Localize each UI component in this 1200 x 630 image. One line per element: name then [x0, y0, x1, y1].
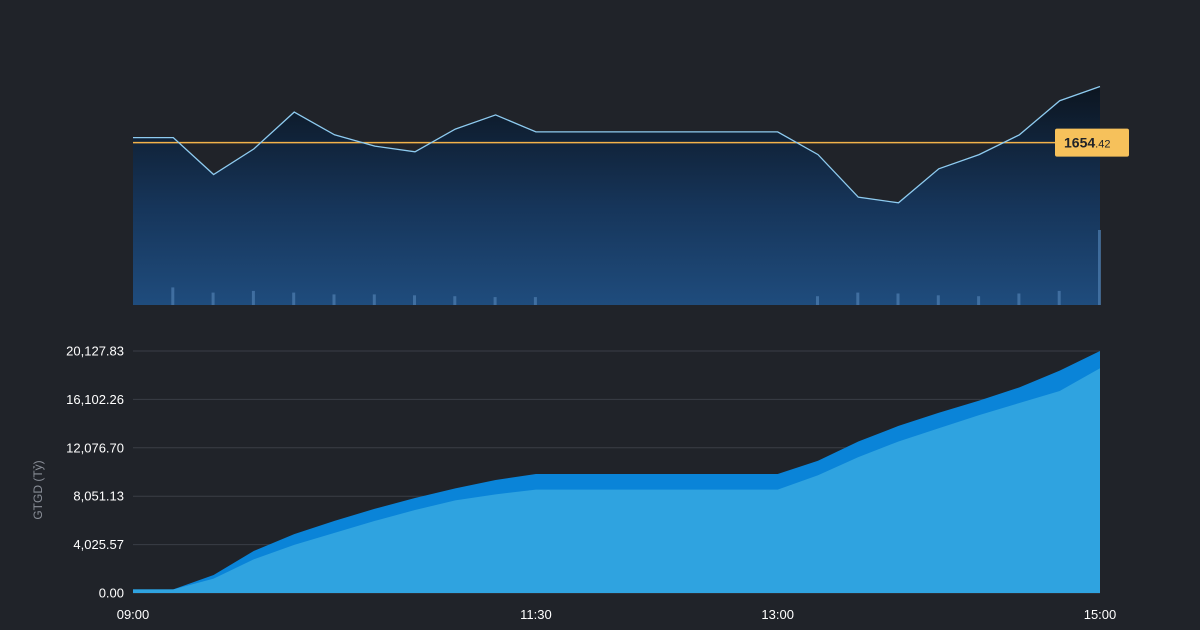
volume-bar: [372, 294, 376, 305]
x-tick-label: 09:00: [117, 607, 150, 622]
price-panel: 1654.42: [133, 85, 1129, 305]
y-axis-ticks: 0.00 4,025.57 8,051.13 12,076.70 16,102.26 20…: [66, 344, 124, 601]
y-tick-label: 0.00: [99, 586, 124, 601]
y-tick-label: 4,025.57: [73, 537, 124, 552]
volume-bar: [1098, 230, 1101, 305]
y-tick-label: 12,076.70: [66, 440, 124, 455]
x-tick-label: 13:00: [761, 607, 794, 622]
volume-bar: [977, 296, 981, 305]
x-axis-ticks: 09:00 11:30 13:00 15:00: [117, 607, 1117, 622]
y-tick-label: 8,051.13: [73, 489, 124, 504]
volume-bar: [936, 295, 940, 305]
y-tick-label: 20,127.83: [66, 344, 124, 359]
volume-bar: [1057, 290, 1061, 305]
volume-bar: [332, 294, 336, 305]
volume-bar: [413, 295, 416, 305]
x-tick-label: 15:00: [1084, 607, 1117, 622]
x-tick-label: 11:30: [520, 607, 552, 622]
volume-bar: [896, 293, 900, 305]
volume-bar: [453, 296, 457, 305]
volume-bar: [251, 290, 255, 305]
cumulative-panel: 0.00 4,025.57 8,051.13 12,076.70 16,102.26 20…: [31, 344, 1116, 623]
volume-bar: [856, 292, 860, 305]
volume-bar: [292, 292, 296, 305]
volume-bar: [816, 296, 819, 305]
volume-bars: [171, 230, 1101, 305]
badge-price-main: 1654: [1064, 135, 1095, 151]
badge-price-fraction: .42: [1095, 139, 1110, 151]
volume-bar: [211, 292, 215, 305]
volume-bar: [533, 297, 537, 305]
area-series-part: [133, 368, 1100, 593]
volume-bar: [493, 297, 497, 305]
volume-bar: [171, 287, 175, 305]
svg-text:1654.42: 1654.42: [1064, 135, 1110, 151]
price-area: [133, 86, 1100, 305]
badge-background: [1055, 128, 1129, 157]
reference-price-badge: 1654.42: [1055, 128, 1129, 157]
y-axis-label: GTGD (Tỷ): [31, 460, 45, 519]
y-tick-label: 16,102.26: [66, 392, 124, 407]
volume-bar: [1017, 293, 1021, 305]
price-line: [133, 85, 1101, 204]
